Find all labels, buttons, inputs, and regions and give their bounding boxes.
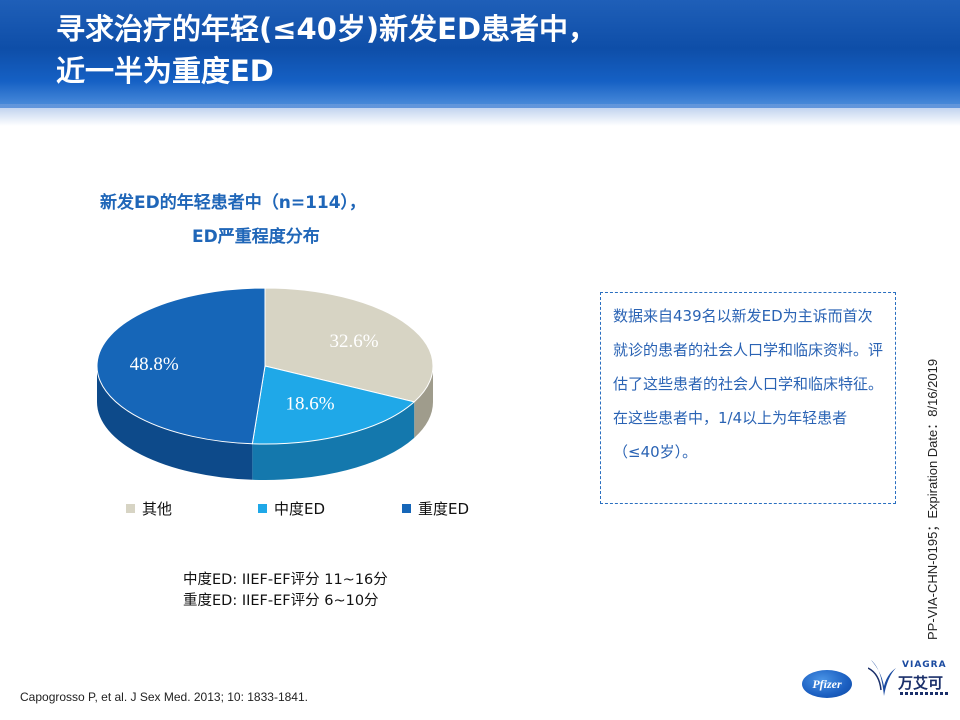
- legend-item-0: 其他: [126, 498, 172, 519]
- pfizer-logo: Pfizer: [802, 670, 852, 698]
- definition-moderate: 中度ED: IIEF-EF评分 11~16分: [183, 572, 388, 588]
- viagra-logo-cn: 万艾可: [898, 674, 944, 692]
- viagra-logo-subline: [900, 692, 948, 695]
- viagra-swoosh-icon: [868, 660, 896, 696]
- legend-swatch-0: [126, 504, 135, 513]
- viagra-logo-en: VIAGRA: [902, 660, 947, 670]
- pie-label-2: 48.8%: [130, 354, 179, 375]
- pie-label-1: 18.6%: [285, 393, 334, 414]
- pie-slice-0: [264, 287, 434, 403]
- chart-title-line-2: ED严重程度分布: [192, 227, 320, 247]
- title-banner: [0, 0, 960, 108]
- chart-title: 新发ED的年轻患者中（n=114）， ED严重程度分布: [100, 186, 460, 254]
- legend-item-2: 重度ED: [402, 498, 469, 519]
- definition-severe: 重度ED: IIEF-EF评分 6~10分: [183, 593, 379, 609]
- legend-swatch-1: [258, 504, 267, 513]
- slide-title-line-1: 寻求治疗的年轻(≤40岁)新发ED患者中，: [56, 12, 598, 46]
- chart-title-line-1: 新发ED的年轻患者中（n=114），: [100, 193, 367, 213]
- pfizer-logo-text: Pfizer: [812, 676, 842, 691]
- banner-shadow: [0, 104, 960, 126]
- viagra-logo: VIAGRA 万艾可: [868, 656, 952, 708]
- slide-title-line-2: 近一半为重度ED: [56, 54, 274, 88]
- pie-slice-2: [96, 287, 266, 445]
- pie-side-2: [97, 366, 253, 480]
- legend-item-1: 中度ED: [258, 498, 325, 519]
- severity-definitions: 中度ED: IIEF-EF评分 11~16分 重度ED: IIEF-EF评分 6…: [183, 570, 388, 612]
- citation: Capogrosso P, et al. J Sex Med. 2013; 10…: [20, 690, 308, 704]
- legend-label-0: 其他: [142, 500, 173, 518]
- legend-label-1: 中度ED: [274, 500, 326, 518]
- pie-side-0: [414, 366, 433, 438]
- pie-side-1: [252, 401, 415, 480]
- legend-swatch-2: [402, 504, 411, 513]
- document-code: PP-VIA-CHN-0195；Expiration Date：8/16/201…: [925, 358, 940, 640]
- slide-title: 寻求治疗的年轻(≤40岁)新发ED患者中， 近一半为重度ED: [56, 8, 916, 92]
- pie-label-0: 32.6%: [329, 331, 378, 352]
- data-source-note: 数据来自439名以新发ED为主诉而首次就诊的患者的社会人口学和临床资料。评估了这…: [600, 292, 896, 504]
- pie-slice-1: [251, 365, 416, 445]
- legend-label-2: 重度ED: [418, 500, 470, 518]
